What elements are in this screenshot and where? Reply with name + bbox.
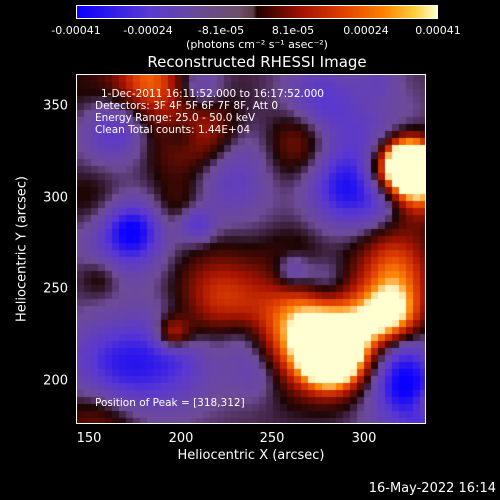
y-tick: 350 [43,98,68,114]
peak-position-label: Position of Peak = [318,312] [95,397,245,409]
timestamp: 16-May-2022 16:14 [368,481,496,496]
y-tick: 300 [43,190,68,206]
x-tick: 300 [351,431,377,446]
x-tick: 200 [168,431,194,446]
image-plot: 1-Dec-2011 16:11:52.000 to 16:17:52.000 … [76,74,426,424]
colorbar-units: (photons cm⁻² s⁻¹ asec⁻²) [186,38,328,51]
x-tick: 250 [259,431,285,446]
colorbar [76,5,438,19]
heatmap-canvas [77,75,425,423]
time-range-label: 1-Dec-2011 16:11:52.000 to 16:17:52.000 [101,88,324,100]
colorbar-tick: -0.00041 [51,24,101,37]
colorbar-tick: 8.1e-05 [271,24,315,37]
y-axis-label: Heliocentric Y (arcsec) [14,176,30,322]
x-tick: 150 [76,431,102,446]
colorbar-tick: -0.00024 [123,24,173,37]
y-tick: 200 [43,373,68,389]
detectors-label: Detectors: 3F 4F 5F 6F 7F 8F, Att 0 [95,100,279,112]
colorbar-tick: 0.00024 [343,24,389,37]
image-title: Reconstructed RHESSI Image [147,53,367,71]
clean-counts-label: Clean Total counts: 1.44E+04 [95,124,251,136]
colorbar-tick: -8.1e-05 [197,24,245,37]
x-axis-label: Heliocentric X (arcsec) [177,448,325,463]
colorbar-tick: 0.00041 [415,24,461,37]
y-tick: 250 [43,281,68,297]
energy-range-label: Energy Range: 25.0 - 50.0 keV [95,112,256,124]
